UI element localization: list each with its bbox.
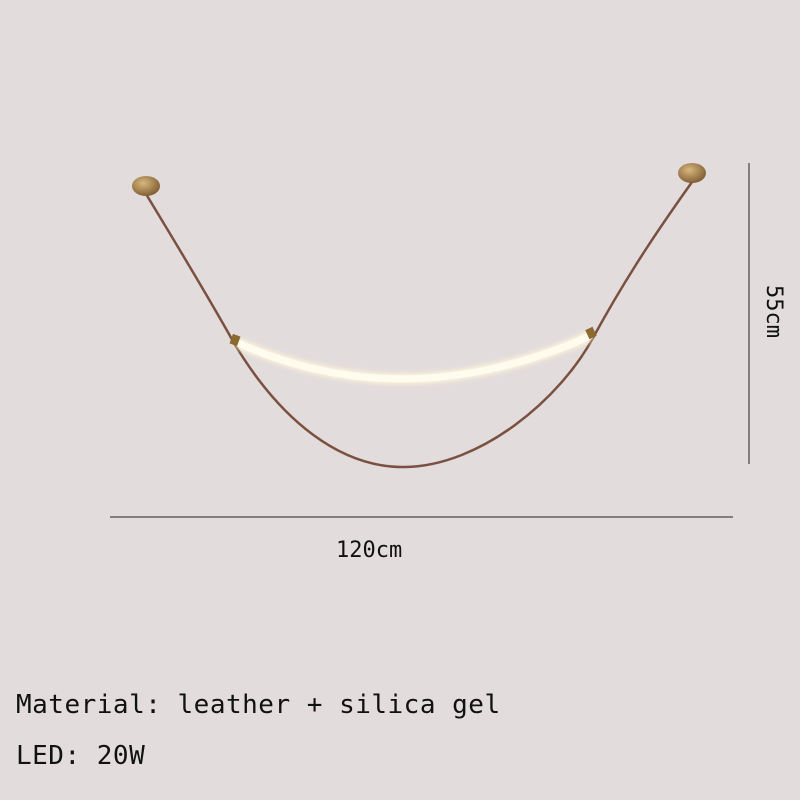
material-spec: Material: leather + silica gel [16,690,501,720]
led-end-cap-right [585,326,597,340]
led-tube [234,332,594,383]
ceiling-canopy-right [678,163,706,183]
led-end-cap-left [229,333,241,347]
width-label: 120cm [336,538,403,563]
height-label: 55cm [761,285,786,338]
leather-strap [144,181,694,469]
ceiling-canopy-left [132,176,160,196]
led-spec: LED: 20W [16,741,146,771]
